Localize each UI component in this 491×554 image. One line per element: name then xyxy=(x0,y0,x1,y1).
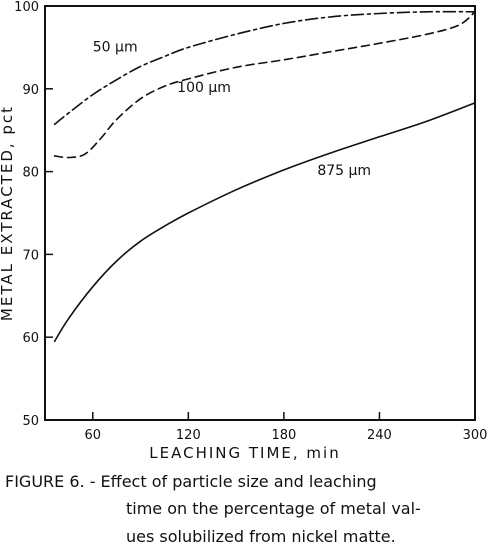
y-tick-label: 100 xyxy=(14,0,39,15)
y-tick-label: 70 xyxy=(22,248,39,263)
chart-frame xyxy=(44,5,476,421)
series-label-0: 50 µm xyxy=(93,40,138,56)
y-axis: 50 60 70 80 90 100 xyxy=(14,0,53,429)
y-tick-label: 60 xyxy=(22,331,39,346)
caption-line-2: time on the percentage of metal val- xyxy=(126,499,421,518)
series-line-1 xyxy=(53,11,476,159)
x-tick-label: 60 xyxy=(85,428,102,443)
x-axis: 60 120 180 240 300 xyxy=(85,412,488,443)
y-tick-label: 90 xyxy=(22,83,39,98)
caption-line-3: ues solubilized from nickel matte. xyxy=(126,527,396,546)
y-axis-title: METAL EXTRACTED, pct xyxy=(0,105,16,321)
series-line-2 xyxy=(53,102,476,343)
y-tick-label: 80 xyxy=(22,166,39,181)
caption: FIGURE 6. - Effect of particle size and … xyxy=(5,472,421,546)
series-label-2: 875 µm xyxy=(317,163,371,179)
series-label-1: 100 µm xyxy=(177,80,231,96)
y-tick-label: 50 xyxy=(22,414,39,429)
series-layer xyxy=(53,10,476,343)
x-tick-label: 300 xyxy=(463,428,488,443)
x-tick-label: 120 xyxy=(176,428,201,443)
x-tick-label: 180 xyxy=(271,428,296,443)
x-axis-title: LEACHING TIME, min xyxy=(149,444,340,462)
series-labels: 50 µm 100 µm 875 µm xyxy=(93,40,371,179)
caption-line-1: FIGURE 6. - Effect of particle size and … xyxy=(5,472,377,491)
plot-area xyxy=(44,5,476,421)
x-tick-label: 240 xyxy=(367,428,392,443)
series-line-0 xyxy=(53,10,476,126)
